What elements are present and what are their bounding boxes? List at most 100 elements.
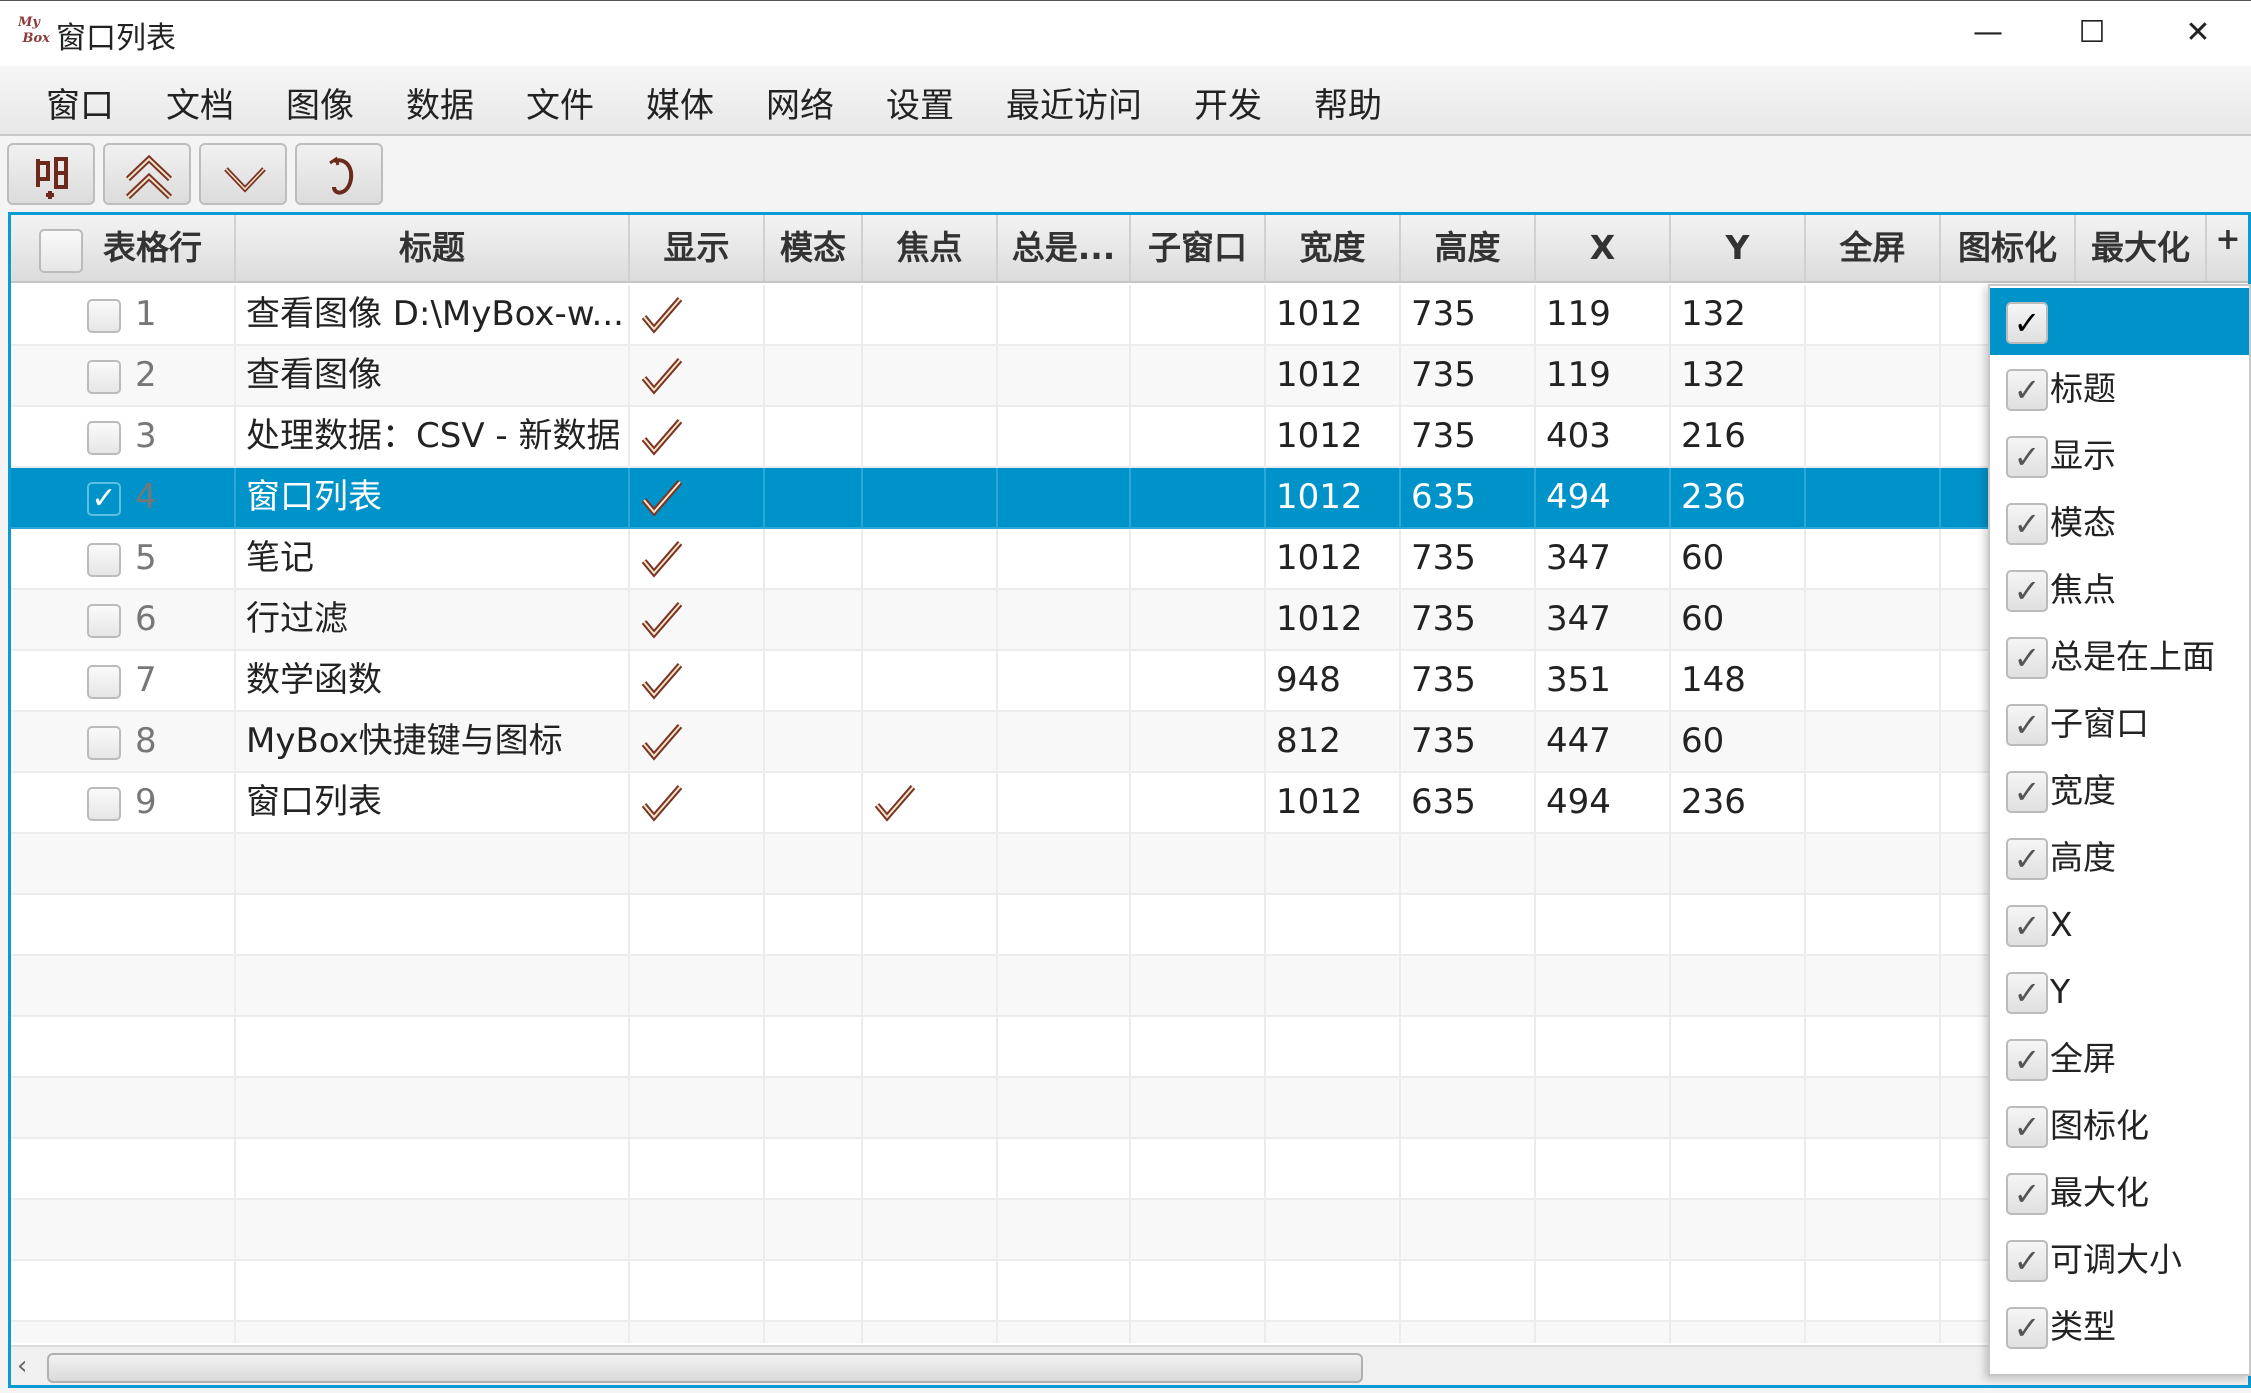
- column-header[interactable]: 最大化: [2076, 215, 2207, 281]
- column-toggle-checkbox[interactable]: ✓: [2006, 905, 2048, 947]
- table-cell: [11, 1017, 236, 1076]
- menu-6[interactable]: 网络: [766, 86, 834, 126]
- table-row[interactable]: 5 笔记 1012 735 347 60: [11, 529, 2248, 590]
- table-cell: [1806, 1261, 1941, 1320]
- column-header[interactable]: 表格行: [11, 215, 236, 281]
- table-row[interactable]: 7 数学函数 948 735 351 148: [11, 651, 2248, 712]
- column-header[interactable]: 总是...: [998, 215, 1131, 281]
- column-toggle-checkbox[interactable]: ✓: [2006, 972, 2048, 1014]
- table-row[interactable]: ✓ 4 窗口列表 1012 635 494 236: [11, 468, 2248, 529]
- column-toggle-item[interactable]: ✓ X: [1990, 891, 2249, 958]
- column-toggle-checkbox[interactable]: ✓: [2006, 1039, 2048, 1081]
- column-toggle-item[interactable]: ✓ 总是在上面: [1990, 623, 2249, 690]
- x-cell: 494: [1546, 782, 1611, 822]
- add-column-button[interactable]: +: [2207, 215, 2248, 281]
- table-cell: 1012: [1266, 529, 1401, 588]
- close-button[interactable]: ✕: [2185, 15, 2211, 50]
- column-toggle-item[interactable]: ✓ Y: [1990, 958, 2249, 1025]
- table-cell: 6: [11, 590, 236, 649]
- select-all-checkbox[interactable]: [39, 229, 83, 273]
- table-cell: [11, 956, 236, 1015]
- column-toggle-item[interactable]: ✓ 高度: [1990, 824, 2249, 891]
- column-toggle-item[interactable]: ✓ 可调大小: [1990, 1226, 2249, 1293]
- column-toggle-checkbox[interactable]: ✓: [2006, 838, 2048, 880]
- column-toggle-checkbox[interactable]: ✓: [2006, 771, 2048, 813]
- column-toggle-checkbox[interactable]: ✓: [2006, 1307, 2048, 1349]
- column-toggle-item[interactable]: ✓ 全屏: [1990, 1025, 2249, 1092]
- column-header[interactable]: 全屏: [1806, 215, 1941, 281]
- column-toggle-checkbox[interactable]: ✓: [2006, 436, 2048, 478]
- height-cell: 735: [1411, 538, 1476, 578]
- select-button[interactable]: [7, 143, 95, 205]
- table-row[interactable]: 3 处理数据：CSV - 新数据 1012 735 403 216: [11, 407, 2248, 468]
- table-row[interactable]: 8 MyBox快捷键与图标 812 735 447 60: [11, 712, 2248, 773]
- minimize-button[interactable]: —: [1973, 15, 2003, 50]
- column-toggle-item[interactable]: ✓ 模态: [1990, 489, 2249, 556]
- row-checkbox[interactable]: [87, 421, 121, 455]
- column-header[interactable]: 子窗口: [1131, 215, 1266, 281]
- scroll-left-icon[interactable]: ‹: [17, 1351, 28, 1381]
- table-cell: [630, 590, 765, 649]
- menu-8[interactable]: 最近访问: [1006, 86, 1142, 126]
- column-toggle-item[interactable]: ✓ 最大化: [1990, 1159, 2249, 1226]
- column-header[interactable]: 焦点: [863, 215, 998, 281]
- row-checkbox[interactable]: [87, 360, 121, 394]
- column-toggle-item[interactable]: ✓ 宽度: [1990, 757, 2249, 824]
- column-toggle-item[interactable]: ✓: [1990, 288, 2249, 355]
- table-row[interactable]: 2 查看图像 1012 735 119 132: [11, 346, 2248, 407]
- table-row[interactable]: 6 行过滤 1012 735 347 60: [11, 590, 2248, 651]
- row-checkbox[interactable]: [87, 604, 121, 638]
- column-header[interactable]: 高度: [1401, 215, 1536, 281]
- width-cell: 1012: [1276, 538, 1363, 578]
- row-checkbox[interactable]: [87, 787, 121, 821]
- table-cell: [1131, 834, 1266, 893]
- table-row[interactable]: 1 查看图像 D:\MyBox-w... 1012 735 119 132: [11, 285, 2248, 346]
- x-cell: 119: [1546, 355, 1611, 395]
- table-row[interactable]: 9 窗口列表 1012 635 494 236: [11, 773, 2248, 834]
- row-checkbox[interactable]: [87, 726, 121, 760]
- menu-10[interactable]: 帮助: [1314, 86, 1382, 126]
- move-top-button[interactable]: [103, 143, 191, 205]
- column-header[interactable]: X: [1536, 215, 1671, 281]
- menu-9[interactable]: 开发: [1194, 86, 1262, 126]
- column-toggle-checkbox[interactable]: ✓: [2006, 503, 2048, 545]
- column-toggle-item[interactable]: ✓ 标题: [1990, 355, 2249, 422]
- column-toggle-checkbox[interactable]: ✓: [2006, 369, 2048, 411]
- row-checkbox[interactable]: ✓: [87, 482, 121, 516]
- column-toggle-item[interactable]: ✓ 焦点: [1990, 556, 2249, 623]
- column-toggle-checkbox[interactable]: ✓: [2006, 704, 2048, 746]
- column-toggle-checkbox[interactable]: ✓: [2006, 637, 2048, 679]
- scrollbar-thumb[interactable]: [47, 1353, 1363, 1383]
- column-toggle-item[interactable]: ✓ 子窗口: [1990, 690, 2249, 757]
- menu-5[interactable]: 媒体: [646, 86, 714, 126]
- menu-0[interactable]: 窗口: [46, 86, 114, 126]
- column-header[interactable]: 宽度: [1266, 215, 1401, 281]
- column-toggle-checkbox[interactable]: ✓: [2006, 570, 2048, 612]
- column-header-label: 总是...: [1011, 228, 1116, 267]
- move-down-button[interactable]: [199, 143, 287, 205]
- row-checkbox[interactable]: [87, 665, 121, 699]
- row-checkbox[interactable]: [87, 543, 121, 577]
- row-checkbox[interactable]: [87, 299, 121, 333]
- menu-3[interactable]: 数据: [406, 86, 474, 126]
- column-toggle-item[interactable]: ✓ 图标化: [1990, 1092, 2249, 1159]
- column-toggle-checkbox[interactable]: ✓: [2006, 302, 2048, 344]
- column-toggle-item[interactable]: ✓ 类型: [1990, 1293, 2249, 1360]
- maximize-button[interactable]: ☐: [2078, 15, 2106, 50]
- column-header[interactable]: Y: [1671, 215, 1806, 281]
- horizontal-scrollbar[interactable]: ‹: [11, 1345, 2248, 1385]
- refresh-button[interactable]: [295, 143, 383, 205]
- column-header[interactable]: 标题: [236, 215, 630, 281]
- column-toggle-checkbox[interactable]: ✓: [2006, 1173, 2048, 1215]
- column-toggle-checkbox[interactable]: ✓: [2006, 1106, 2048, 1148]
- column-header[interactable]: 模态: [765, 215, 863, 281]
- column-toggle-checkbox[interactable]: ✓: [2006, 1240, 2048, 1282]
- menu-7[interactable]: 设置: [886, 86, 954, 126]
- column-toggle-item[interactable]: ✓ 显示: [1990, 422, 2249, 489]
- column-header[interactable]: 显示: [630, 215, 765, 281]
- column-header[interactable]: 图标化: [1941, 215, 2076, 281]
- menu-1[interactable]: 文档: [166, 86, 234, 126]
- x-cell: 494: [1546, 477, 1611, 517]
- menu-4[interactable]: 文件: [526, 86, 594, 126]
- menu-2[interactable]: 图像: [286, 86, 354, 126]
